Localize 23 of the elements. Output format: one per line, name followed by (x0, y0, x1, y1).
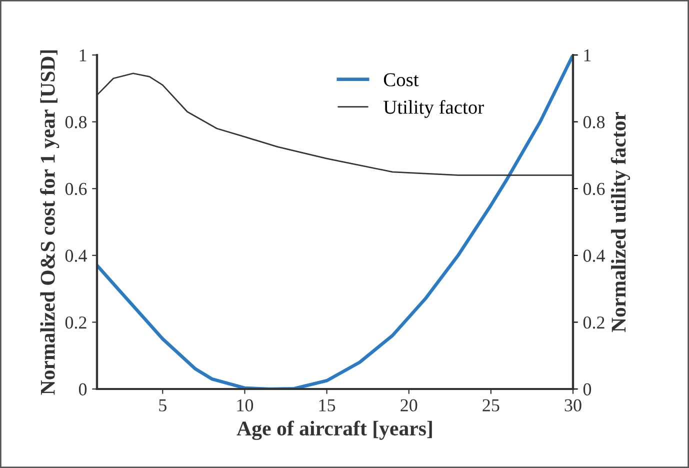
x-tick-label: 15 (319, 399, 336, 412)
y2-tick-label: 0.4 (583, 250, 606, 262)
y-tick-label: 0.2 (65, 316, 86, 329)
y-axis-title: Normalized O&S cost for 1 year [USD] (40, 50, 60, 395)
y2-tick-label: 0.6 (583, 182, 605, 196)
y-tick-label: 0.4 (65, 250, 87, 262)
x-tick-label: 5 (159, 399, 166, 412)
y-tick-label: 0 (78, 383, 87, 396)
x-axis-title: Age of aircraft [years] (236, 420, 432, 440)
x-tick-label: 20 (400, 399, 418, 412)
y2-tick-label: 0.8 (583, 116, 605, 128)
y-tick-label: 1 (80, 49, 86, 62)
x-tick-label: 30 (564, 399, 582, 412)
y2-tick-label: 1 (584, 49, 591, 62)
y-tick-label: 0.8 (65, 116, 87, 128)
y2-axis-title: Normalized utility factor (610, 112, 630, 332)
x-tick-label: 10 (237, 399, 254, 412)
y2-tick-label: 0.2 (583, 316, 604, 329)
x-tick-label: 25 (482, 399, 500, 412)
legend-label: Cost (384, 73, 419, 86)
y-tick-label: 0.6 (65, 182, 87, 196)
legend-label: Utility factor (384, 100, 484, 118)
y2-tick-label: 0 (583, 383, 592, 396)
